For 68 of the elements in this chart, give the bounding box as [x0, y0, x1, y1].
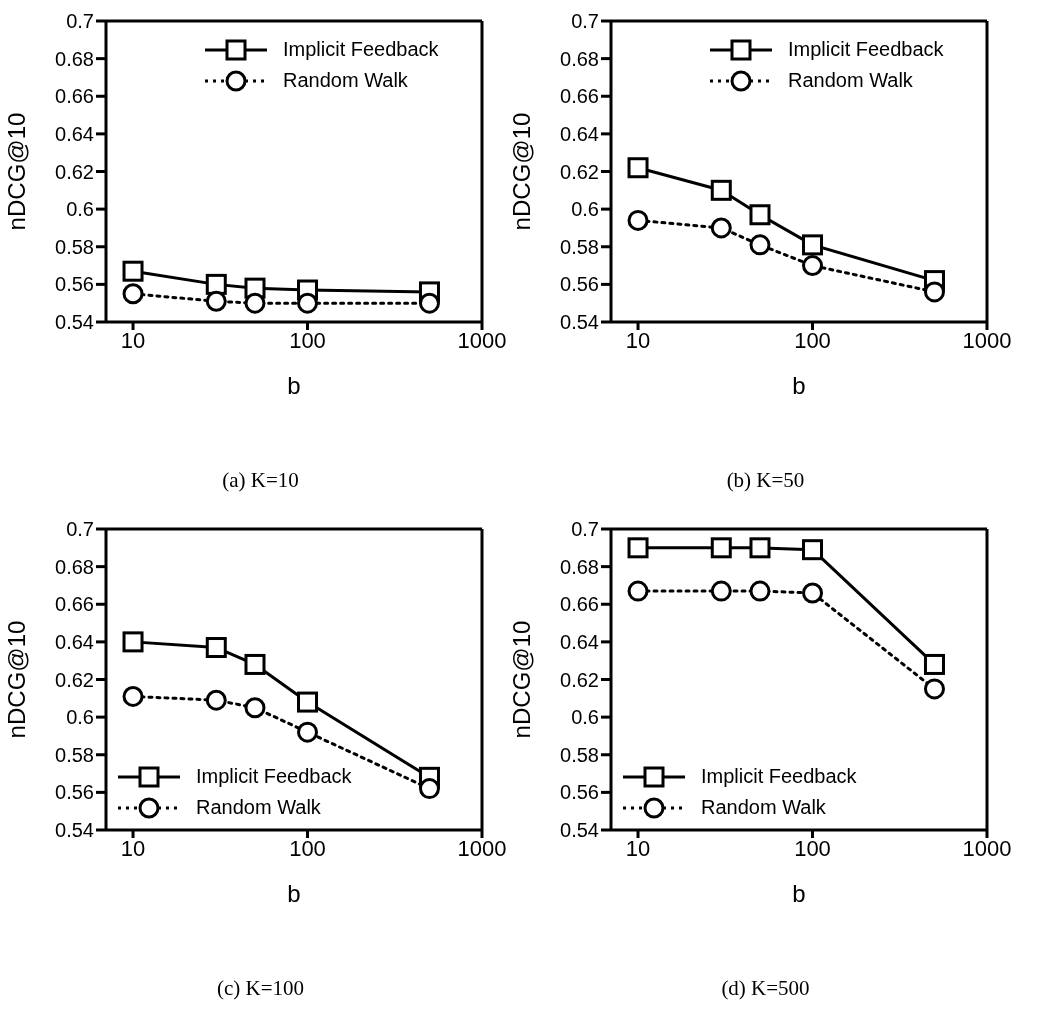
x-tick-label: 1000 [962, 835, 1012, 861]
legend-label: Implicit Feedback [196, 765, 352, 788]
y-tick-label: 0.6 [66, 706, 94, 729]
y-tick-label: 0.66 [55, 85, 94, 108]
y-tick-label: 0.58 [55, 743, 94, 766]
y-tick-label: 0.58 [560, 235, 599, 258]
y-tick-label: 0.64 [560, 122, 599, 145]
y-tick-label: 0.56 [55, 273, 94, 296]
x-axis-title: b [287, 880, 301, 907]
y-tick-label: 0.6 [66, 198, 94, 221]
y-tick-label: 0.64 [560, 630, 599, 653]
y-tick-label: 0.54 [55, 819, 94, 842]
legend-label: Random Walk [283, 69, 408, 92]
y-tick-label: 0.58 [560, 743, 599, 766]
y-axis-title: nDCG@10 [2, 620, 30, 739]
text: (b) K=50 [725, 468, 806, 494]
x-axis-title: b [792, 880, 806, 907]
x-tick-label: 100 [794, 835, 831, 861]
y-tick-label: 0.6 [571, 198, 599, 221]
y-tick-label: 0.7 [66, 518, 94, 541]
legend-label: Implicit Feedback [283, 38, 439, 61]
y-tick-label: 0.56 [55, 781, 94, 804]
y-axis-title: nDCG@10 [507, 620, 535, 739]
y-tick-label: 0.62 [55, 160, 94, 183]
y-tick-label: 0.7 [571, 518, 599, 541]
x-tick-label: 10 [625, 327, 651, 353]
legend-label: Implicit Feedback [788, 38, 944, 61]
y-tick-label: 0.66 [55, 593, 94, 616]
text: (a) K=10 [221, 468, 300, 494]
y-tick-label: 0.66 [560, 85, 599, 108]
y-tick-label: 0.64 [55, 122, 94, 145]
y-tick-label: 0.62 [55, 668, 94, 691]
y-tick-label: 0.7 [571, 10, 599, 33]
y-tick-label: 0.56 [560, 781, 599, 804]
x-tick-label: 100 [289, 835, 326, 861]
y-axis-title: nDCG@10 [2, 112, 30, 231]
y-tick-label: 0.7 [66, 10, 94, 33]
legend-label: Random Walk [788, 69, 913, 92]
y-tick-label: 0.66 [560, 593, 599, 616]
x-tick-label: 100 [794, 327, 831, 353]
y-tick-label: 0.6 [571, 706, 599, 729]
x-tick-label: 10 [120, 327, 146, 353]
text: (c) K=100 [215, 976, 306, 1002]
y-tick-label: 0.62 [560, 160, 599, 183]
x-tick-label: 10 [625, 835, 651, 861]
legend-label: Random Walk [701, 796, 826, 819]
y-tick-label: 0.58 [55, 235, 94, 258]
y-axis-title: nDCG@10 [507, 112, 535, 231]
y-tick-label: 0.54 [55, 311, 94, 334]
x-axis-title: b [792, 372, 806, 399]
y-tick-label: 0.56 [560, 273, 599, 296]
y-tick-label: 0.62 [560, 668, 599, 691]
legend-label: Implicit Feedback [701, 765, 857, 788]
x-tick-label: 10 [120, 835, 146, 861]
x-tick-label: 1000 [457, 835, 507, 861]
x-tick-label: 1000 [962, 327, 1012, 353]
y-tick-label: 0.64 [55, 630, 94, 653]
text: (d) K=500 [720, 976, 811, 1002]
y-tick-label: 0.68 [55, 47, 94, 70]
y-tick-label: 0.68 [55, 555, 94, 578]
y-tick-label: 0.54 [560, 819, 599, 842]
legend-label: Random Walk [196, 796, 321, 819]
x-tick-label: 100 [289, 327, 326, 353]
x-tick-label: 1000 [457, 327, 507, 353]
y-tick-label: 0.68 [560, 47, 599, 70]
x-axis-title: b [287, 372, 301, 399]
y-tick-label: 0.68 [560, 555, 599, 578]
y-tick-label: 0.54 [560, 311, 599, 334]
